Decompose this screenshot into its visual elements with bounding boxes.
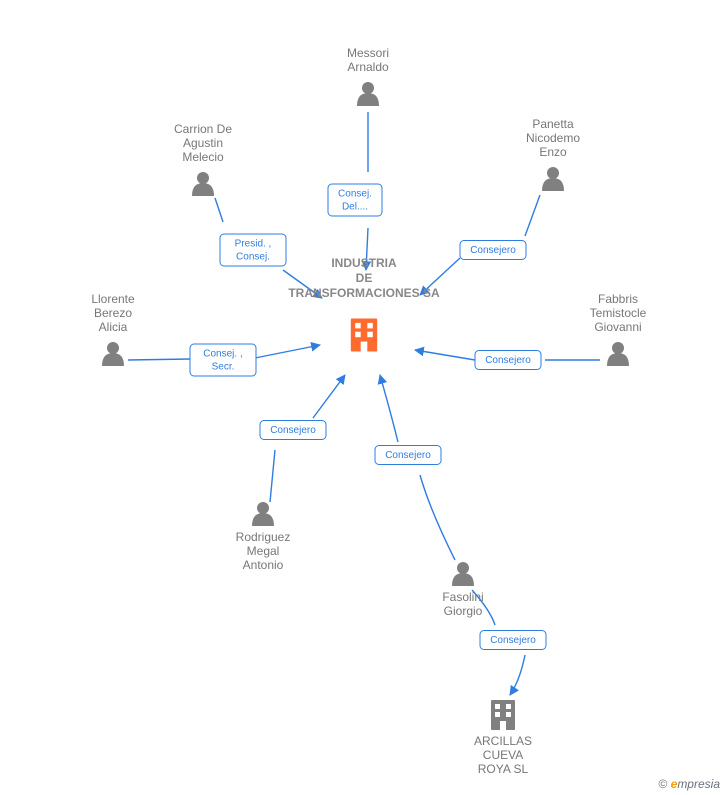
node-label: Enzo [539, 145, 567, 159]
person-node-panetta[interactable]: PanettaNicodemoEnzo [526, 117, 580, 191]
edge-llorente-industria [128, 359, 190, 360]
center-company-node[interactable]: INDUSTRIADETRANSFORMACIONES SA [288, 256, 440, 352]
edge-label: Consejero [490, 635, 536, 646]
person-icon [607, 342, 629, 366]
edge-fabbris-industria [415, 350, 475, 360]
edge-label: Consejero [270, 425, 316, 436]
edge-label: Consej. , [203, 349, 242, 360]
person-icon [252, 502, 274, 526]
edge-label: Presid. , [235, 239, 272, 250]
center-label: TRANSFORMACIONES SA [288, 286, 440, 300]
person-node-carrion[interactable]: Carrion DeAgustinMelecio [174, 122, 232, 196]
person-icon [357, 82, 379, 106]
node-label: Antonio [243, 558, 284, 572]
edge-fasolini-industria [380, 375, 398, 442]
person-node-rodriguez[interactable]: RodriguezMegalAntonio [236, 502, 291, 572]
center-label: DE [356, 271, 373, 285]
edge-rodriguez-industria [270, 450, 275, 502]
copyright-notice: © empresia [658, 777, 720, 791]
node-label: Temistocle [590, 306, 647, 320]
node-label: Fasolini [442, 590, 483, 604]
node-label: ARCILLAS [474, 734, 532, 748]
edge-label: Consej. [338, 189, 372, 200]
edge-llorente-industria [255, 345, 320, 358]
person-icon [452, 562, 474, 586]
edge-label: Consejero [385, 450, 431, 461]
edge-label: Del.... [342, 202, 368, 213]
person-icon [192, 172, 214, 196]
node-label: Alicia [99, 320, 128, 334]
node-label: Carrion De [174, 122, 232, 136]
building-icon [351, 319, 377, 352]
edge-rodriguez-industria [313, 375, 345, 418]
edge-fasolini-industria [420, 475, 455, 560]
node-label: Agustin [183, 136, 223, 150]
edge-label: Secr. [212, 362, 235, 373]
node-label: Messori [347, 46, 389, 60]
node-label: Rodriguez [236, 530, 291, 544]
node-label: CUEVA [483, 748, 523, 762]
edge-fasolini-arcillas [510, 655, 525, 695]
node-label: Giorgio [444, 604, 483, 618]
node-label: Fabbris [598, 292, 638, 306]
relationship-graph: Consej. Del.... Presid. , Consej. Consejero C… [0, 0, 728, 795]
node-label: Llorente [91, 292, 135, 306]
person-node-fabbris[interactable]: FabbrisTemistocleGiovanni [590, 292, 647, 366]
edge-label: Consej. [236, 252, 270, 263]
person-icon [542, 167, 564, 191]
center-label: INDUSTRIA [331, 256, 397, 270]
brand-name: mpresia [677, 777, 720, 791]
edge-panetta-industria [525, 195, 540, 236]
person-node-llorente[interactable]: LlorenteBerezoAlicia [91, 292, 135, 366]
person-node-messori[interactable]: MessoriArnaldo [347, 46, 389, 106]
node-label: Melecio [182, 150, 224, 164]
node-label: Megal [247, 544, 280, 558]
copyright-symbol: © [658, 777, 667, 791]
edge-label: Consejero [485, 355, 531, 366]
company-node-arcillas[interactable]: ARCILLASCUEVAROYA SL [474, 700, 532, 776]
node-label: Giovanni [594, 320, 641, 334]
person-icon [102, 342, 124, 366]
node-label: Berezo [94, 306, 132, 320]
node-label: Nicodemo [526, 131, 580, 145]
node-label: Panetta [532, 117, 574, 131]
node-label: Arnaldo [347, 60, 389, 74]
node-label: ROYA SL [478, 762, 529, 776]
person-node-fasolini[interactable]: FasoliniGiorgio [442, 562, 483, 618]
building-icon [491, 700, 515, 730]
edge-label: Consejero [470, 245, 516, 256]
edge-carrion-industria [215, 198, 223, 222]
